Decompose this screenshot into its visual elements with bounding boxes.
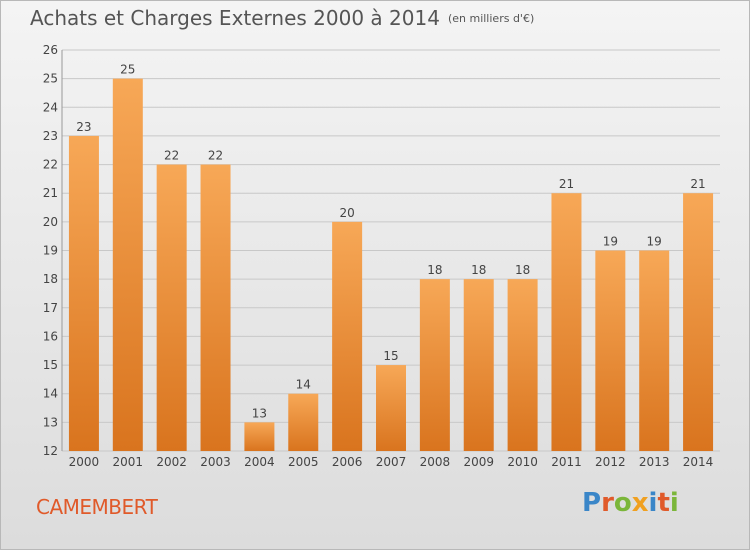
x-tick-label: 2009 (463, 455, 494, 469)
value-label: 18 (515, 263, 530, 277)
chart-title: Achats et Charges Externes 2000 à 2014 (e… (30, 6, 534, 30)
proxiti-logo: Proxiti (582, 488, 679, 518)
x-tick-label: 2011 (551, 455, 582, 469)
bar-2004 (244, 422, 275, 451)
bars (68, 78, 714, 452)
x-tick-label: 2003 (200, 455, 231, 469)
bar-2009 (463, 279, 494, 451)
y-tick-label: 26 (43, 43, 58, 57)
logo-letter: t (657, 488, 670, 518)
value-label: 21 (559, 177, 574, 191)
x-tick-label: 2008 (420, 455, 451, 469)
bar-2003 (200, 164, 231, 452)
y-tick-label: 15 (43, 358, 58, 372)
value-labels: 23 25 22 22 13 14 20 15 18 18 18 21 19 19 21 (76, 63, 705, 421)
bar-2002 (156, 164, 187, 452)
bar-2000 (68, 135, 99, 451)
value-label: 25 (120, 63, 135, 77)
value-label: 20 (339, 206, 354, 220)
y-tick-label: 23 (43, 129, 58, 143)
y-tick-label: 13 (43, 415, 58, 429)
x-axis-labels: 2000 2001 2002 2003 2004 2005 2006 2007 2008 2009… (69, 455, 714, 469)
y-tick-label: 17 (43, 301, 58, 315)
y-axis-labels: 12 13 14 15 16 17 18 19 20 21 22 23 24 25 26 (43, 43, 58, 458)
x-tick-label: 2005 (288, 455, 319, 469)
x-tick-label: 2007 (376, 455, 407, 469)
logo-letter: r (601, 488, 614, 518)
bar-2010 (507, 279, 538, 451)
bar-2006 (332, 221, 363, 451)
bar-2008 (419, 279, 450, 451)
x-tick-label: 2012 (595, 455, 626, 469)
y-tick-label: 22 (43, 158, 58, 172)
value-label: 18 (427, 263, 442, 277)
y-tick-label: 24 (43, 100, 58, 114)
chart-title-text: Achats et Charges Externes 2000 à 2014 (30, 6, 440, 30)
chart-unit: (en milliers d'€) (447, 12, 535, 25)
y-tick-label: 14 (43, 387, 58, 401)
y-tick-label: 16 (43, 329, 58, 343)
bar-2005 (288, 393, 319, 451)
x-tick-label: 2004 (244, 455, 275, 469)
value-label: 21 (690, 177, 705, 191)
bar-2001 (112, 78, 143, 452)
y-tick-label: 20 (43, 215, 58, 229)
value-label: 22 (164, 149, 179, 163)
y-tick-label: 25 (43, 72, 58, 86)
x-tick-label: 2006 (332, 455, 363, 469)
y-tick-label: 21 (43, 186, 58, 200)
bar-2007 (376, 365, 406, 451)
y-tick-label: 19 (43, 244, 58, 258)
bar-2012 (595, 250, 626, 451)
value-label: 14 (296, 378, 311, 392)
x-tick-label: 2013 (639, 455, 670, 469)
value-label: 22 (208, 149, 223, 163)
value-label: 19 (603, 235, 618, 249)
x-tick-label: 2002 (156, 455, 187, 469)
bar-2013 (639, 250, 670, 451)
logo-letter: P (582, 488, 602, 518)
y-tick-label: 18 (43, 272, 58, 286)
x-tick-label: 2010 (507, 455, 538, 469)
logo-letter: i (648, 488, 658, 518)
logo-letter: o (613, 488, 632, 518)
value-label: 23 (76, 120, 91, 134)
value-label: 18 (471, 263, 486, 277)
value-label: 13 (252, 406, 267, 420)
y-tick-label: 12 (43, 444, 58, 458)
logo-letter: x (631, 488, 649, 518)
commune-name: CAMEMBERT (36, 495, 158, 519)
logo-letter: i (669, 488, 679, 518)
bar-2011 (551, 193, 582, 451)
bar-2014 (683, 193, 714, 451)
x-tick-label: 2001 (113, 455, 144, 469)
x-tick-label: 2000 (69, 455, 100, 469)
value-label: 15 (383, 349, 398, 363)
value-label: 19 (647, 235, 662, 249)
x-tick-label: 2014 (683, 455, 714, 469)
